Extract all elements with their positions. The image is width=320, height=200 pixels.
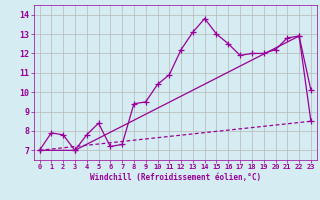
X-axis label: Windchill (Refroidissement éolien,°C): Windchill (Refroidissement éolien,°C)	[90, 173, 261, 182]
